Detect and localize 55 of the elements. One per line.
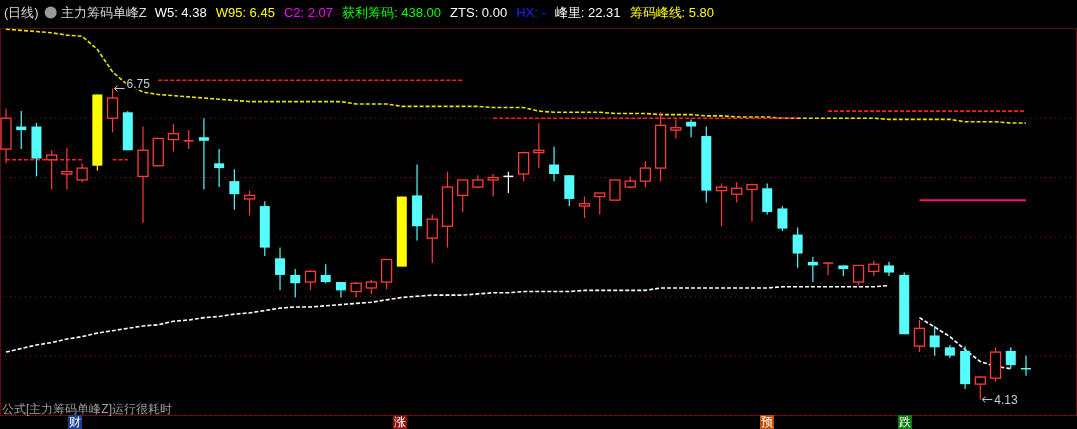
candlestick bbox=[487, 173, 499, 198]
candlestick bbox=[457, 179, 469, 213]
annotation: 跌 bbox=[899, 415, 911, 429]
annotation: 预 bbox=[761, 415, 773, 429]
candlestick bbox=[822, 262, 834, 276]
candlestick bbox=[731, 181, 743, 204]
candlestick bbox=[290, 268, 301, 299]
candlestick bbox=[564, 174, 575, 207]
candlestick bbox=[426, 213, 438, 264]
candlestick bbox=[913, 319, 926, 353]
candlestick bbox=[594, 192, 606, 215]
candlestick bbox=[106, 87, 119, 134]
candlestick bbox=[792, 226, 803, 269]
text: ZTS: 0.00 bbox=[450, 5, 508, 20]
candlestick bbox=[578, 195, 591, 219]
candlestick bbox=[275, 247, 286, 291]
text: 筹码峰线: 5.80 bbox=[629, 5, 715, 20]
text: W95: 6.45 bbox=[215, 5, 275, 20]
annotation: 6.75 bbox=[126, 76, 151, 91]
candlestick bbox=[686, 118, 697, 138]
candlestick bbox=[609, 179, 621, 201]
candlestick bbox=[549, 146, 560, 182]
chart-subtitle: 主力筹码单峰Z bbox=[60, 5, 147, 20]
candlestick bbox=[670, 118, 682, 139]
candlestick bbox=[929, 325, 940, 357]
candlestick bbox=[214, 148, 225, 188]
annotation: 4.13 bbox=[994, 392, 1019, 407]
candlestick bbox=[777, 205, 788, 232]
annotation: 财 bbox=[69, 415, 81, 429]
annotation: 公式[主力筹码单峰Z]运行很耗时 bbox=[2, 402, 172, 416]
candlestick bbox=[76, 162, 88, 183]
candlestick bbox=[182, 129, 195, 150]
candlestick bbox=[167, 123, 180, 153]
candlestick bbox=[715, 182, 728, 227]
candlestick bbox=[198, 117, 209, 191]
candlestick bbox=[762, 182, 773, 215]
candlestick bbox=[517, 150, 530, 182]
text: HX: - bbox=[516, 5, 546, 20]
candlestick bbox=[1005, 346, 1016, 370]
text: C2: 2.07 bbox=[283, 5, 334, 20]
chart-title: (日线) bbox=[4, 5, 39, 20]
candlestick bbox=[639, 160, 652, 188]
text: W5: 4.38 bbox=[154, 5, 207, 20]
candlestick bbox=[61, 147, 73, 191]
candlestick bbox=[852, 264, 865, 287]
candlestick bbox=[229, 168, 240, 211]
candlestick bbox=[746, 182, 758, 223]
annotation: 涨 bbox=[394, 415, 406, 429]
candlestick bbox=[46, 149, 58, 191]
candlestick bbox=[243, 190, 256, 217]
candlestick bbox=[304, 269, 317, 291]
text: 峰里: 22.31 bbox=[554, 5, 621, 20]
candlestick bbox=[320, 263, 331, 284]
text: 获利筹码: 438.00 bbox=[342, 5, 442, 20]
candlestick bbox=[380, 258, 393, 290]
